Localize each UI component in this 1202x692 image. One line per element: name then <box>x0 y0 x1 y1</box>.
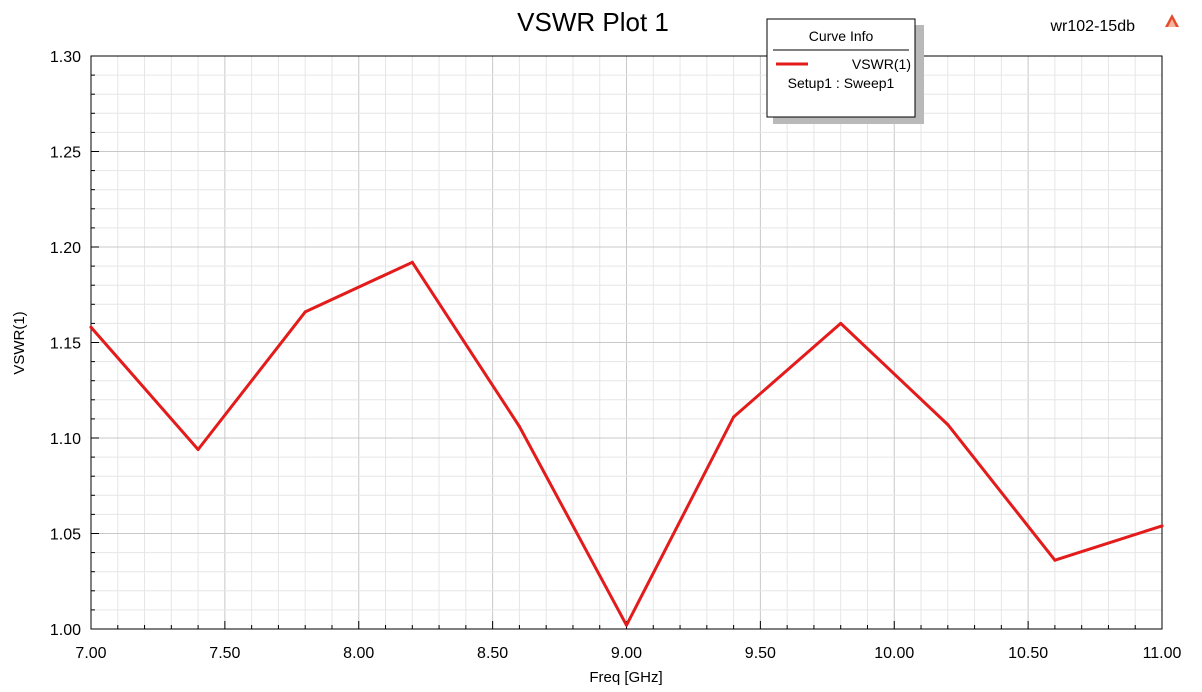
x-tick-labels: 7.00 7.50 8.00 8.50 9.00 9.50 10.00 10.50 11.00 <box>75 645 1181 662</box>
y-tick-label: 1.30 <box>50 49 81 66</box>
x-tick-label: 10.50 <box>1008 645 1048 662</box>
y-tick-label: 1.20 <box>50 240 81 257</box>
y-axis-label: VSWR(1) <box>11 311 28 374</box>
x-tick-label: 7.00 <box>75 645 106 662</box>
plot-frame <box>90 55 1163 630</box>
legend-title: Curve Info <box>809 28 874 44</box>
data-point <box>89 325 93 329</box>
data-point <box>1160 524 1164 528</box>
plot-grid <box>90 55 1163 630</box>
y-tick-labels: 1.00 1.05 1.10 1.15 1.20 1.25 1.30 <box>50 49 81 639</box>
legend-box <box>766 18 916 118</box>
data-point <box>410 260 414 264</box>
data-point <box>196 447 200 451</box>
x-tick-label: 9.50 <box>745 645 776 662</box>
x-tick-label: 8.00 <box>343 645 374 662</box>
chart-title: VSWR Plot 1 <box>517 7 669 37</box>
y-tick-label: 1.15 <box>50 336 81 353</box>
ansys-logo-icon <box>1165 14 1179 27</box>
x-tick-label: 9.00 <box>611 645 642 662</box>
x-tick-label: 7.50 <box>209 645 240 662</box>
data-point <box>732 415 736 419</box>
legend-entry-sub: Setup1 : Sweep1 <box>788 75 895 91</box>
data-point <box>1053 558 1057 562</box>
legend[interactable]: Curve Info VSWR(1) Setup1 : Sweep1 <box>766 18 924 124</box>
data-point <box>517 425 521 429</box>
data-point <box>946 423 950 427</box>
project-label: wr102-15db <box>1050 18 1136 35</box>
y-tick-label: 1.10 <box>50 431 81 448</box>
data-point <box>625 623 628 627</box>
y-tick-label: 1.05 <box>50 527 81 544</box>
y-tick-label: 1.00 <box>50 622 81 639</box>
y-tick-label: 1.25 <box>50 145 81 162</box>
x-tick-label: 10.00 <box>874 645 914 662</box>
x-tick-label: 11.00 <box>1143 645 1182 662</box>
legend-entry-name: VSWR(1) <box>852 56 911 72</box>
data-point <box>839 321 843 325</box>
x-tick-label: 8.50 <box>477 645 508 662</box>
data-point <box>303 310 307 314</box>
x-axis-label: Freq [GHz] <box>589 669 662 686</box>
series-layer <box>89 260 1164 627</box>
